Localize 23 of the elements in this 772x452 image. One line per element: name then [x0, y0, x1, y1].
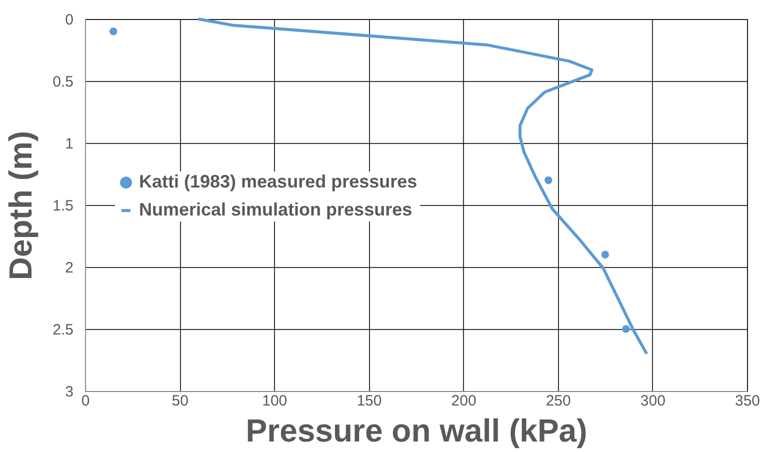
x-tick-label: 100 — [262, 392, 288, 410]
point — [110, 28, 118, 36]
x-tick-label: 300 — [640, 392, 666, 410]
x-tick-label: 350 — [734, 392, 760, 410]
x-axis-title: Pressure on wall (kPa) — [246, 412, 588, 448]
x-tick-label: 150 — [356, 392, 382, 410]
point — [622, 325, 630, 333]
y-tick-label: 1.5 — [52, 198, 74, 214]
y-tick-label: 2.5 — [52, 322, 74, 338]
y-tick-label: 2 — [65, 260, 74, 276]
y-tick-label: 0 — [65, 12, 74, 28]
x-tick-label: 250 — [546, 392, 571, 410]
point — [601, 250, 610, 258]
y-axis-title: Depth (m) — [2, 130, 39, 280]
x-tick-label: 200 — [451, 392, 476, 410]
legend-label: Katti (1983) measured pressures — [139, 172, 418, 192]
y-tick-label: 1 — [65, 136, 74, 152]
x-tick-label: 50 — [172, 392, 188, 410]
x-tick-label: 0 — [81, 392, 90, 410]
legend-label: Numerical simulation pressures — [139, 200, 412, 220]
y-tick-label: 0.5 — [52, 74, 74, 90]
y-tick-label: 3 — [65, 384, 74, 400]
point — [544, 176, 552, 184]
